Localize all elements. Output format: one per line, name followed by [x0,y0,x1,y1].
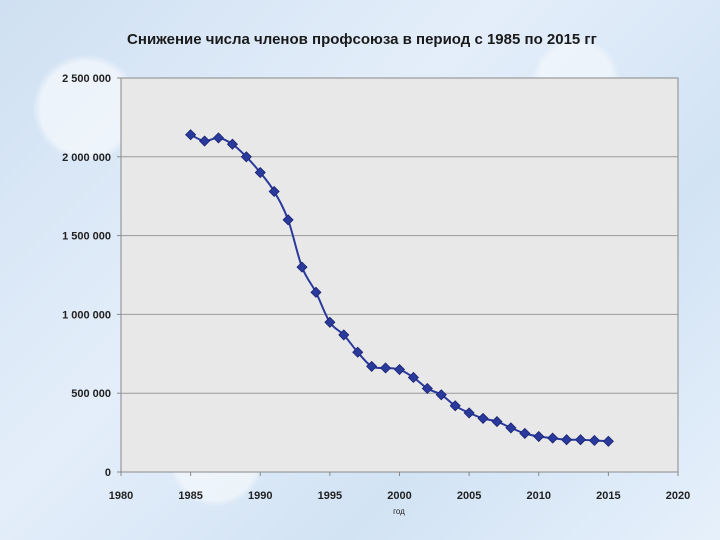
x-tick-label: 2000 [387,490,411,502]
data-point-marker [449,400,461,412]
data-point-marker [380,362,392,374]
data-point-marker [268,185,280,198]
data-point-marker [491,416,503,428]
y-tick-label: 1 500 000 [62,231,111,243]
data-point-marker [561,434,573,446]
data-point-marker [519,427,531,439]
x-tick-label: 2020 [666,490,690,502]
x-tick-label: 1980 [109,490,133,502]
plot-area [120,77,679,473]
data-point-marker [254,166,266,179]
y-tick-label: 0 [105,467,111,479]
data-point-marker [421,382,433,395]
data-point-marker [505,422,517,434]
x-tick-label: 2005 [457,490,481,502]
x-tick-label: 1995 [318,490,342,502]
data-point-marker [435,389,447,401]
data-point-marker [282,214,294,226]
data-point-marker [324,316,336,328]
data-point-marker [393,363,406,376]
data-point-marker [226,138,238,150]
y-tick-label: 1 000 000 [62,309,111,321]
y-tick-label: 2 500 000 [62,73,111,85]
y-tick-label: 2 000 000 [62,152,111,164]
data-point-marker [533,430,545,443]
y-tick-label: 500 000 [71,388,111,400]
data-point-marker [296,261,308,273]
x-axis-label: год [393,507,405,516]
data-point-marker [602,435,614,447]
data-point-marker [310,286,322,298]
data-point-marker [366,360,378,372]
x-tick-label: 1985 [178,490,202,502]
data-point-marker [352,346,364,358]
data-point-marker [338,329,350,341]
x-axis-ticks: 1980 1985 1990 1995 2000 2005 2010 2015 2020 [109,472,690,502]
data-point-marker [574,434,587,446]
data-point-marker [547,432,559,444]
chart-title: Снижение числа членов профсоюза в период… [127,31,597,48]
gridlines [121,156,678,394]
data-point-marker [463,407,475,419]
y-axis-ticks: 0 500 000 1 000 000 1 500 000 2 000 000 2 500… [62,73,121,479]
x-tick-label: 1990 [248,490,272,502]
data-point-marker [588,434,601,447]
data-point-marker [240,151,252,163]
data-point-marker [477,412,489,424]
x-tick-label: 2015 [596,490,620,502]
data-point-marker [212,132,225,144]
series-group [185,129,614,447]
data-point-marker [407,371,419,384]
x-tick-label: 2010 [527,490,551,502]
data-point-marker [185,129,197,141]
data-point-marker [198,135,211,147]
